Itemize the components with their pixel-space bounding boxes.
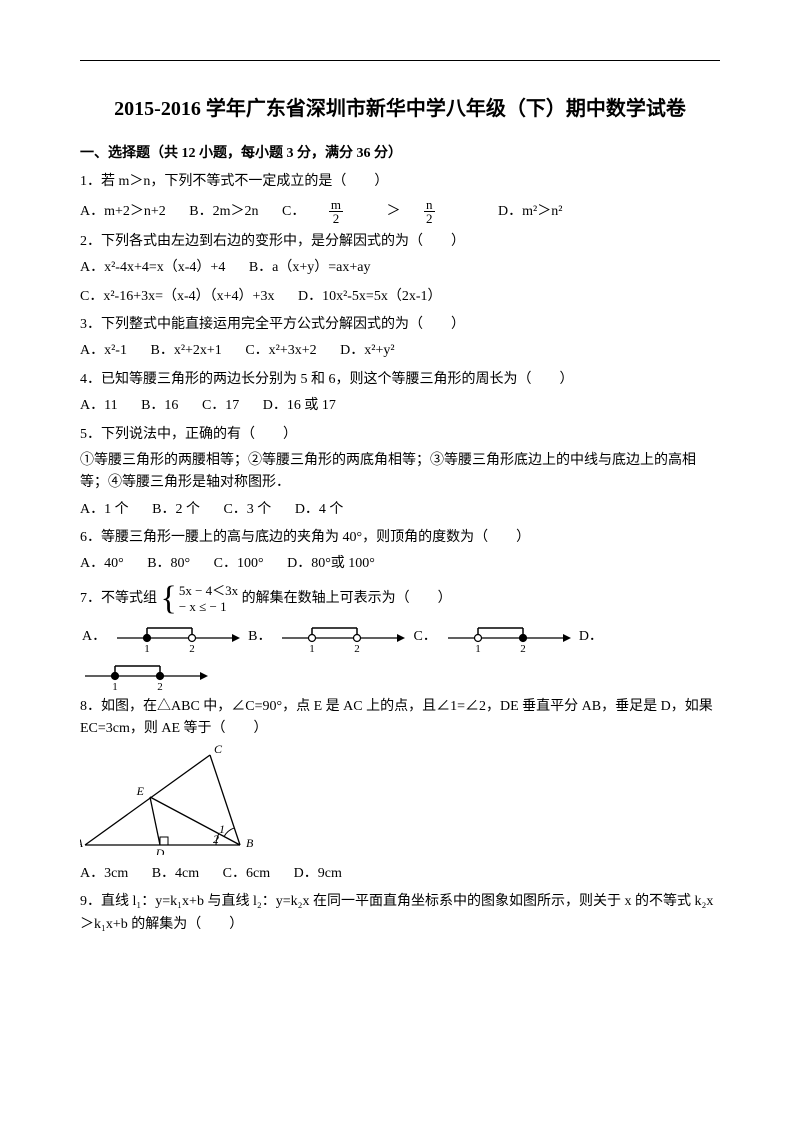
q5-opt-d: D．4 个 [295, 502, 344, 517]
svg-text:2: 2 [355, 643, 361, 654]
q7-sys-line2: − x ≤ − 1 [179, 599, 227, 614]
q6-opt-c: C．100° [214, 556, 264, 571]
q7-opt-d: D． [579, 626, 603, 648]
frac-den: 2 [424, 212, 435, 225]
q5-opts: A．1 个 B．2 个 C．3 个 D．4 个 [80, 499, 720, 521]
q1-opt-d: D．m²＞n² [498, 204, 562, 219]
q8-opt-b: B．4cm [152, 866, 199, 881]
q1-opt-c: C． m 2 ＞ n 2 [282, 204, 478, 219]
q3-opt-c: C．x²+3x+2 [245, 343, 316, 358]
q1-c-mid: ＞ [387, 204, 401, 219]
svg-text:2: 2 [213, 832, 219, 846]
q1-c-pre: C． [282, 204, 305, 219]
q2-opt-c: C．x²-16+3x=（x-4）（x+4）+3x [80, 289, 274, 304]
top-rule [80, 60, 720, 61]
q1-opts: A．m+2＞n+2 B．2m＞2n C． m 2 ＞ n 2 D．m²＞n² [80, 198, 720, 225]
number-line-b: 12 [277, 620, 407, 654]
q7-text: 7．不等式组 { 5x − 4＜3x − x ≤ − 1 的解集在数轴上可表示为… [80, 582, 720, 616]
svg-text:B: B [246, 836, 254, 850]
svg-text:1: 1 [144, 643, 150, 654]
q8-opt-d: D．9cm [294, 866, 342, 881]
q4-opts: A．11 B．16 C．17 D．16 或 17 [80, 395, 720, 417]
q3-opt-d: D．x²+y² [340, 343, 394, 358]
q2-opt-d: D．10x²-5x=5x（2x-1） [298, 289, 442, 304]
q5-opt-b: B．2 个 [152, 502, 200, 517]
svg-text:1: 1 [219, 822, 225, 836]
svg-text:C: C [214, 745, 223, 756]
q7-sys-line1: 5x − 4＜3x [179, 583, 238, 598]
q4-text: 4．已知等腰三角形的两边长分别为 5 和 6，则这个等腰三角形的周长为（ ） [80, 369, 720, 391]
q2-opt-b: B．a（x+y）=ax+ay [249, 260, 371, 275]
section-1-title: 一、选择题（共 12 小题，每小题 3 分，满分 36 分） [80, 143, 720, 165]
q6-text: 6．等腰三角形一腰上的高与底边的夹角为 40°，则顶角的度数为（ ） [80, 527, 720, 549]
q5-text: 5．下列说法中，正确的有（ ） [80, 424, 720, 446]
q5-opt-c: C．3 个 [223, 502, 271, 517]
q7-opt-a: A． [82, 626, 106, 648]
fraction-icon: m 2 [329, 198, 363, 225]
svg-text:E: E [136, 784, 145, 798]
q3-opts: A．x²-1 B．x²+2x+1 C．x²+3x+2 D．x²+y² [80, 340, 720, 362]
left-brace-icon: { [161, 582, 177, 616]
q3-opt-a: A．x²-1 [80, 343, 127, 358]
q6-opts: A．40° B．80° C．100° D．80°或 100° [80, 553, 720, 575]
q2-opts-2: C．x²-16+3x=（x-4）（x+4）+3x D．10x²-5x=5x（2x… [80, 286, 720, 308]
svg-text:A: A [80, 836, 84, 850]
q6-opt-b: B．80° [147, 556, 190, 571]
q1-opt-a: A．m+2＞n+2 [80, 204, 166, 219]
frac-den: 2 [329, 212, 343, 225]
q4-opt-b: B．16 [141, 398, 178, 413]
svg-text:1: 1 [310, 643, 316, 654]
frac-num: n [424, 198, 435, 212]
svg-text:2: 2 [157, 681, 163, 692]
q6-opt-d: D．80°或 100° [287, 556, 375, 571]
q4-opt-c: C．17 [202, 398, 239, 413]
q1-opt-b: B．2m＞2n [189, 204, 258, 219]
q7-opt-c: C． [413, 626, 436, 648]
q7-system: 5x − 4＜3x − x ≤ − 1 [179, 583, 238, 614]
q7-pre: 7．不等式组 [80, 591, 161, 606]
q4-opt-d: D．16 或 17 [263, 398, 336, 413]
q7-post: 的解集在数轴上可表示为（ ） [242, 591, 452, 606]
q8-opts: A．3cm B．4cm C．6cm D．9cm [80, 863, 720, 885]
q8-text: 8．如图，在△ABC 中，∠C=90°，点 E 是 AC 上的点，且∠1=∠2，… [80, 696, 720, 741]
number-line-c: 12 [443, 620, 573, 654]
q7-opts-row2: 12 [80, 658, 720, 692]
number-line-a: 12 [112, 620, 242, 654]
number-line-d: 12 [80, 658, 210, 692]
q8-figure: 12 A D B C E [80, 745, 720, 863]
q6-opt-a: A．40° [80, 556, 124, 571]
q1-text: 1．若 m＞n，下列不等式不一定成立的是（ ） [80, 171, 720, 193]
svg-text:1: 1 [112, 681, 118, 692]
page-title: 2015-2016 学年广东省深圳市新华中学八年级（下）期中数学试卷 [80, 91, 720, 127]
fraction-icon: n 2 [424, 198, 455, 225]
q2-opts-1: A．x²-4x+4=x（x-4）+4 B．a（x+y）=ax+ay [80, 257, 720, 279]
svg-text:2: 2 [189, 643, 195, 654]
q4-opt-a: A．11 [80, 398, 118, 413]
q8-opt-a: A．3cm [80, 866, 128, 881]
q9-text: 9．直线 l₁：y=k₁x+b 与直线 l₂：y=k₂x 在同一平面直角坐标系中… [80, 891, 720, 936]
svg-text:1: 1 [475, 643, 481, 654]
q7-opts-row1: A． 12 B． 12 C． 12 D． [80, 620, 720, 654]
brace-icon: { 5x − 4＜3x − x ≤ − 1 [161, 582, 239, 616]
svg-text:2: 2 [520, 643, 526, 654]
q8-opt-c: C．6cm [223, 866, 270, 881]
q5-opt-a: A．1 个 [80, 502, 129, 517]
q3-opt-b: B．x²+2x+1 [150, 343, 221, 358]
q5-stmts: ①等腰三角形的两腰相等；②等腰三角形的两底角相等；③等腰三角形底边上的中线与底边… [80, 450, 720, 495]
q2-opt-a: A．x²-4x+4=x（x-4）+4 [80, 260, 225, 275]
svg-text:D: D [155, 846, 165, 855]
q2-text: 2．下列各式由左边到右边的变形中，是分解因式的为（ ） [80, 231, 720, 253]
frac-num: m [329, 198, 343, 212]
triangle-diagram: 12 A D B C E [80, 745, 260, 855]
q7-opt-b: B． [248, 626, 271, 648]
q3-text: 3．下列整式中能直接运用完全平方公式分解因式的为（ ） [80, 314, 720, 336]
